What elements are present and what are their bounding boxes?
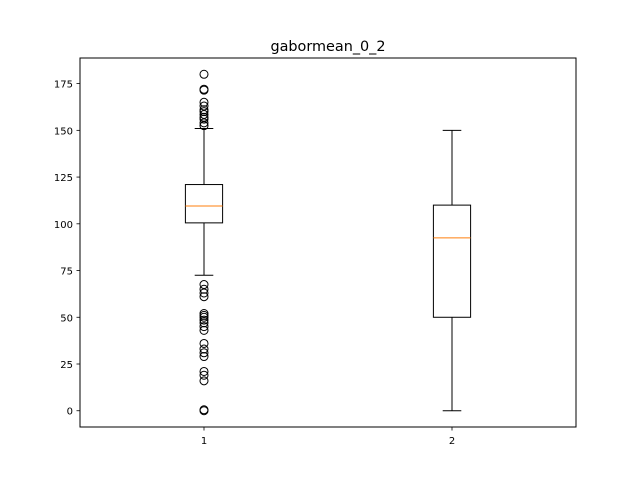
outlier-point bbox=[199, 376, 209, 386]
y-tick-label: 125 bbox=[54, 173, 73, 184]
outlier-point bbox=[199, 114, 209, 124]
outlier-point bbox=[199, 322, 209, 332]
chart-title: gabormean_0_2 bbox=[270, 39, 385, 55]
outlier-point bbox=[199, 118, 209, 128]
outlier-point bbox=[199, 366, 209, 376]
outlier-point bbox=[199, 284, 209, 294]
y-tick-label: 75 bbox=[60, 267, 73, 278]
y-tick-label: 175 bbox=[54, 80, 73, 91]
outlier-point bbox=[199, 292, 209, 302]
outlier-point bbox=[199, 312, 209, 322]
y-tick-label: 0 bbox=[67, 407, 73, 418]
y-tick-label: 100 bbox=[54, 220, 73, 231]
axes-frame bbox=[79, 57, 577, 428]
outlier-point bbox=[199, 344, 209, 354]
outlier-point bbox=[199, 85, 209, 95]
x-tick-label: 1 bbox=[201, 436, 207, 447]
iqr-box bbox=[432, 204, 472, 318]
outlier-point bbox=[199, 288, 209, 298]
outlier-point bbox=[199, 121, 209, 131]
outlier-point bbox=[199, 325, 209, 335]
y-tick-label: 25 bbox=[60, 360, 73, 371]
y-tick-label: 150 bbox=[54, 126, 73, 137]
outlier-point bbox=[199, 107, 209, 117]
outlier-point bbox=[199, 338, 209, 348]
y-tick-label: 50 bbox=[60, 313, 73, 324]
plot-area: 0 25 50 75 100 125 150 175 1 2 bbox=[54, 69, 472, 447]
outlier-point bbox=[199, 348, 209, 358]
outlier-point bbox=[199, 318, 209, 328]
box-group-1 bbox=[184, 69, 224, 416]
outlier-point bbox=[199, 97, 209, 107]
outlier-point bbox=[199, 406, 209, 416]
outlier-point bbox=[199, 69, 209, 79]
iqr-box bbox=[184, 184, 224, 224]
outlier-point bbox=[199, 370, 209, 380]
outlier-point bbox=[199, 352, 209, 362]
outlier-point bbox=[199, 315, 209, 325]
x-tick-label: 2 bbox=[449, 436, 455, 447]
box-group-2 bbox=[432, 129, 472, 412]
